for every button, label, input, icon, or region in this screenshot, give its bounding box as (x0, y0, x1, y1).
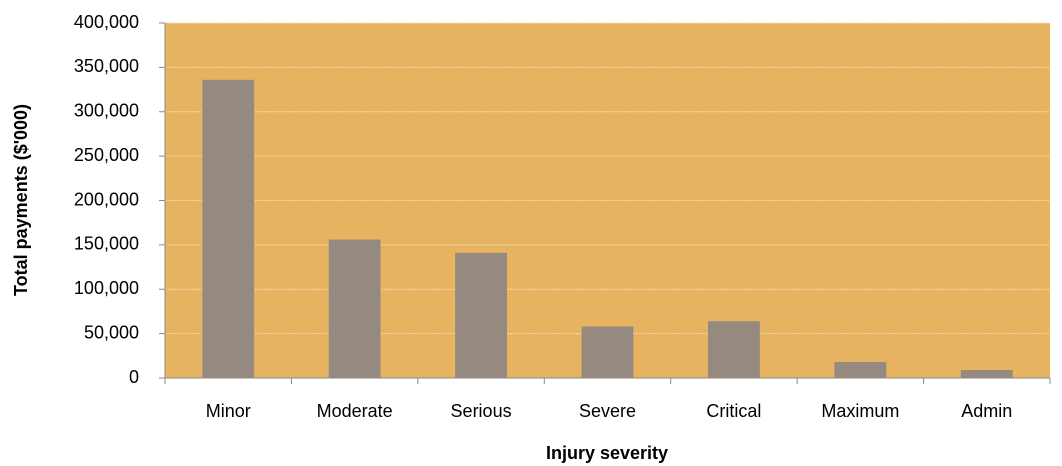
bar (708, 321, 760, 378)
bar (328, 239, 381, 378)
x-tick-label: Minor (206, 401, 251, 421)
y-tick-label: 0 (129, 367, 139, 387)
y-tick-label: 350,000 (74, 56, 139, 76)
y-tick-label: 250,000 (74, 145, 139, 165)
x-tick-label: Admin (961, 401, 1012, 421)
bar (202, 79, 255, 379)
bar (834, 362, 887, 378)
x-tick-label: Maximum (821, 401, 899, 421)
bar (581, 326, 634, 378)
y-tick-label: 50,000 (84, 322, 139, 342)
x-tick-label: Serious (451, 401, 512, 421)
y-tick-label: 400,000 (74, 12, 139, 32)
y-tick-label: 300,000 (74, 101, 139, 121)
x-tick-label: Critical (706, 401, 761, 421)
x-tick-label: Severe (579, 401, 636, 421)
y-tick-label: 150,000 (74, 234, 139, 254)
y-tick-label: 100,000 (74, 278, 139, 298)
y-axis-title: Total payments ($'000) (11, 104, 31, 296)
x-axis-title: Injury severity (546, 443, 668, 463)
bar (960, 370, 1013, 378)
x-tick-label: Moderate (317, 401, 393, 421)
y-tick-label: 200,000 (74, 189, 139, 209)
bar (455, 252, 507, 378)
